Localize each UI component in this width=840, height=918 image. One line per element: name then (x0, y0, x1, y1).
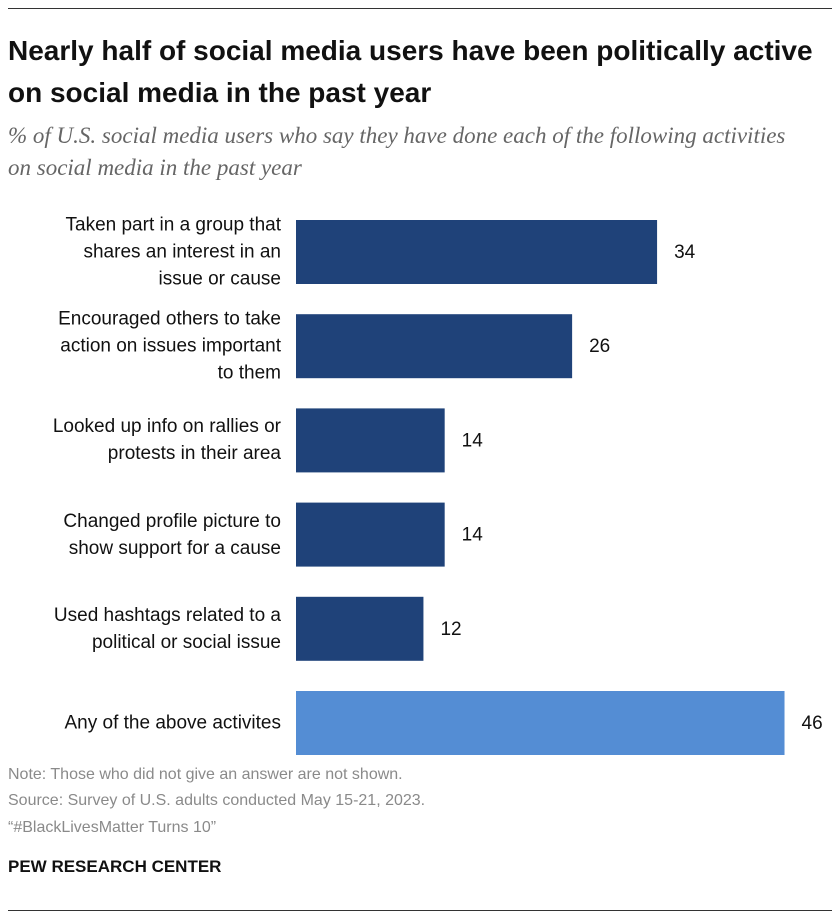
category-label: Used hashtags related to a political or … (53, 604, 281, 653)
bar (296, 220, 658, 284)
value-label: 12 (440, 619, 461, 640)
top-rule (8, 8, 832, 9)
category-label: Encouraged others to take action on issu… (58, 308, 281, 384)
bottom-rule (8, 910, 832, 911)
category-label: Changed profile picture to show support … (63, 510, 281, 559)
value-label: 14 (462, 525, 484, 546)
value-label: 26 (589, 336, 610, 357)
bar (296, 502, 445, 567)
bar (296, 408, 445, 473)
value-label: 14 (462, 430, 484, 451)
source: Source: Survey of U.S. adults conducted … (8, 792, 426, 809)
bar (296, 314, 573, 379)
category-label: Taken part in a group that shares an int… (65, 214, 281, 290)
value-label: 34 (674, 242, 696, 263)
chart-subtitle: % of U.S. social media users who say the… (8, 123, 786, 180)
report-title: “#BlackLivesMatter Turns 10” (8, 819, 217, 836)
value-label: 46 (802, 713, 823, 734)
chart-title: Nearly half of social media users have b… (8, 35, 813, 108)
category-label: Any of the above activites (64, 712, 281, 734)
note: Note: Those who did not give an answer a… (8, 766, 403, 783)
bar (296, 691, 785, 755)
category-label: Looked up info on rallies or protests in… (52, 416, 281, 465)
bar (296, 596, 424, 661)
brand: PEW RESEARCH CENTER (8, 857, 222, 876)
